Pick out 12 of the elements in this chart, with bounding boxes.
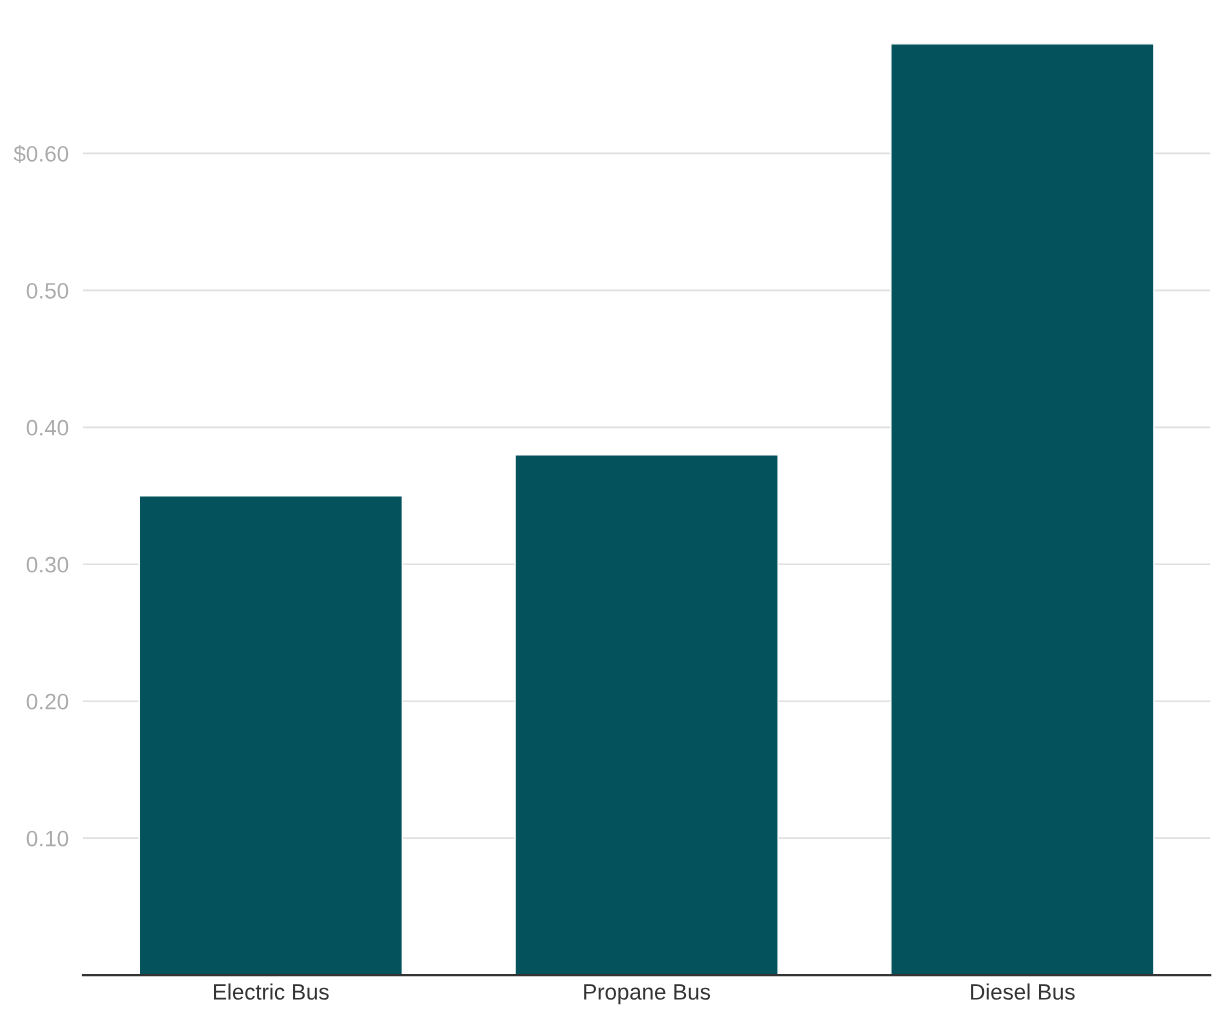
y-tick-label: 0.20 [26,693,69,710]
x-tick-label: Diesel Bus [971,983,1075,1000]
y-tick-label: 0.30 [26,556,69,573]
bar [514,454,779,976]
x-tick-label: Electric Bus [214,983,329,1000]
y-tick-label: 0.50 [26,282,69,299]
y-tick-label: 0.10 [26,830,69,847]
y-tick-label: 0.40 [26,419,69,436]
bar [890,43,1155,976]
x-tick-label: Propane Bus [584,984,711,1005]
bar [138,495,404,976]
y-tick-label: $0.60 [13,145,69,164]
